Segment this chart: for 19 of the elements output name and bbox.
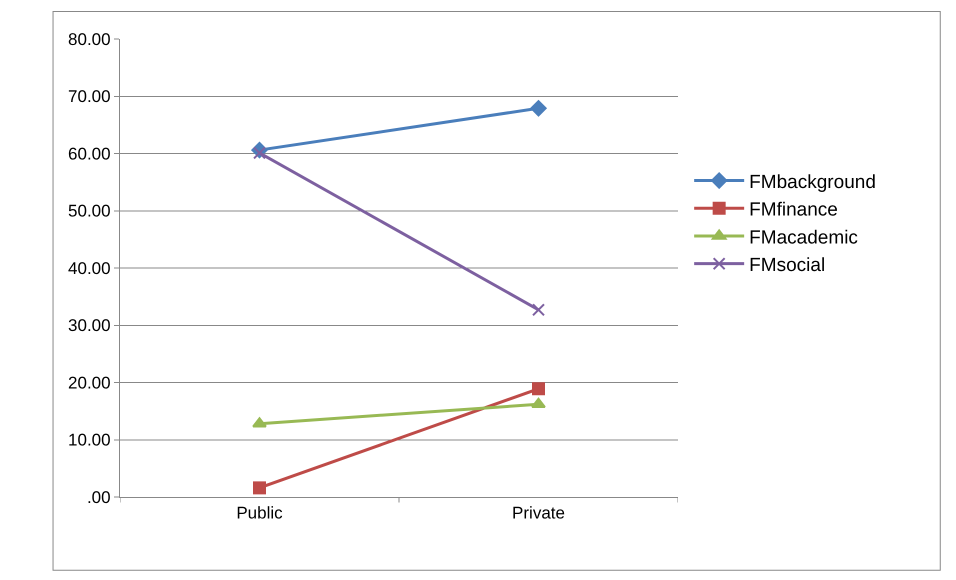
point <box>532 382 545 396</box>
x-tick-label: Public <box>236 503 284 522</box>
legend-label: FMacademic <box>749 227 858 248</box>
y-tick-label: .00 <box>86 488 111 507</box>
legend-label: FMbackground <box>749 172 876 193</box>
x-tick-label: Private <box>512 503 565 522</box>
y-tick-label: 30.00 <box>68 316 111 336</box>
y-tick-label: 10.00 <box>68 430 111 450</box>
y-tick-label: 40.00 <box>68 258 111 278</box>
y-tick-label: 80.00 <box>68 30 111 49</box>
legend-label: FMfinance <box>749 200 838 221</box>
point <box>532 303 545 316</box>
legend-label: FMsocial <box>749 255 826 276</box>
point <box>253 481 266 494</box>
y-tick-label: 50.00 <box>68 202 111 221</box>
y-tick-label: 20.00 <box>68 373 111 392</box>
y-tick-label: 70.00 <box>68 87 111 106</box>
y-tick-label: 60.00 <box>68 144 111 164</box>
point <box>530 100 547 116</box>
